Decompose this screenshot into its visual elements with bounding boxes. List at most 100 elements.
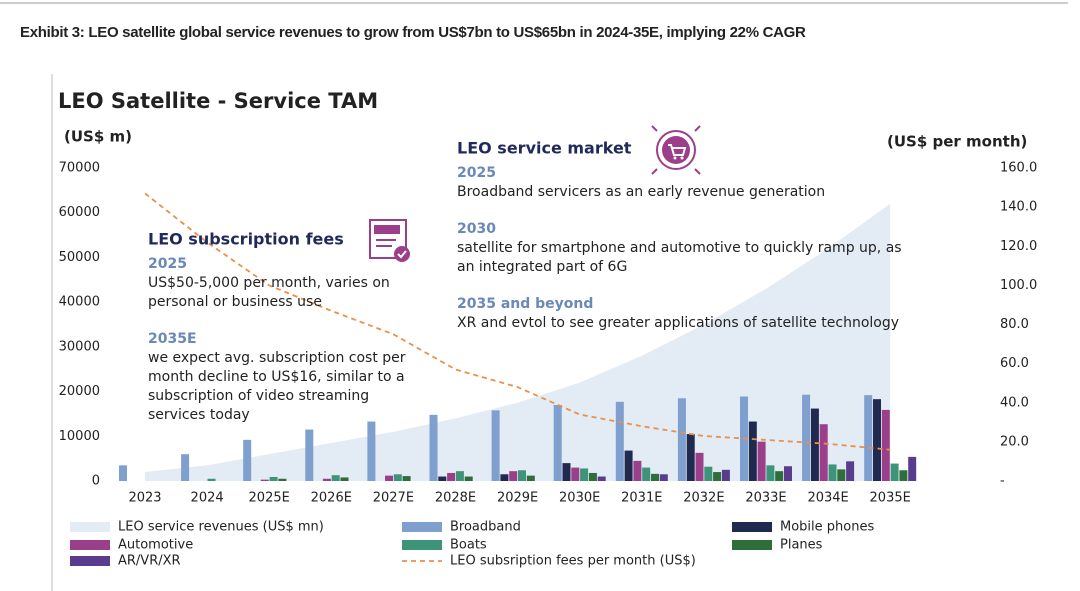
annotation-text: an integrated part of 6G — [457, 259, 627, 275]
annotation-text: subscription of video streaming — [148, 388, 369, 404]
bar — [402, 476, 411, 481]
bar — [455, 471, 464, 481]
bar — [269, 476, 278, 481]
x-tick-label: 2023 — [128, 491, 161, 506]
bar — [509, 471, 518, 481]
annotation-year: 2025 — [457, 165, 496, 181]
bar — [500, 474, 509, 481]
bar — [243, 439, 252, 481]
bar — [367, 421, 376, 481]
x-tick-label: 2035E — [870, 491, 911, 506]
bar — [305, 429, 314, 481]
bar — [278, 478, 287, 481]
bar — [810, 408, 819, 481]
bar — [385, 475, 393, 481]
bar — [526, 475, 535, 481]
annotation-year: 2035 and beyond — [457, 296, 593, 312]
bar — [837, 469, 846, 481]
y-tick-label: 70000 — [59, 161, 100, 176]
bar — [642, 467, 651, 481]
bar — [633, 460, 642, 481]
y2-tick-label: 100.0 — [1000, 278, 1037, 293]
bar — [704, 466, 713, 481]
y-tick-label: 60000 — [59, 205, 100, 220]
y2-tick-label: 60.0 — [1000, 356, 1029, 371]
legend-swatch — [70, 556, 110, 566]
annotation-year: 2030 — [457, 221, 496, 237]
annotation-text: services today — [148, 407, 250, 423]
annotation-heading: LEO service market — [457, 139, 632, 158]
legend-label: Automotive — [118, 538, 193, 553]
legend-swatch — [732, 540, 772, 550]
bar — [615, 401, 624, 481]
x-tick-label: 2034E — [807, 491, 848, 506]
bar — [721, 469, 730, 481]
bar — [908, 456, 917, 481]
legend-label: Mobile phones — [780, 520, 874, 535]
annotation-text: XR and evtol to see greater applications… — [457, 315, 899, 331]
legend-label: Boats — [450, 538, 487, 553]
bar — [438, 476, 447, 481]
y2-tick-label: 40.0 — [1000, 395, 1029, 410]
bar — [864, 395, 873, 481]
bar — [784, 466, 792, 481]
bar — [659, 474, 668, 481]
bar — [828, 464, 837, 481]
y-axis-label: (US$ m) — [64, 128, 132, 146]
bar — [553, 404, 562, 481]
y2-axis-label: (US$ per month) — [887, 133, 1027, 151]
bar — [588, 472, 597, 481]
plot: 0 10000 20000 30000 40000 50000 60000 70000 - 20.… — [59, 161, 1038, 506]
bar — [802, 394, 811, 481]
bar — [695, 452, 704, 481]
x-tick-label: 2033E — [745, 491, 786, 506]
x-tick-label: 2032E — [683, 491, 724, 506]
y2-tick-label: 140.0 — [1000, 200, 1037, 215]
bar — [766, 465, 775, 481]
bar — [757, 441, 766, 481]
legend: LEO service revenues (US$ mn) Broadband Mo… — [70, 520, 874, 569]
bar — [624, 450, 633, 481]
bar — [429, 414, 438, 481]
line — [144, 192, 891, 451]
annotation-text: Broadband servicers as an early revenue … — [457, 184, 825, 200]
x-tick-label: 2026E — [311, 491, 352, 506]
legend-label: Broadband — [450, 520, 521, 535]
bar — [518, 470, 526, 481]
y-tick-label: 30000 — [59, 339, 100, 354]
legend-swatch — [732, 522, 772, 532]
bar — [713, 472, 722, 481]
chart-title: LEO Satellite - Service TAM — [58, 89, 378, 113]
legend-label: AR/VR/XR — [118, 554, 181, 569]
bar — [651, 473, 659, 481]
y2-tick-label: 80.0 — [1000, 317, 1029, 332]
legend-label: LEO service revenues (US$ mn) — [118, 520, 324, 535]
bar — [340, 477, 349, 481]
x-tick-label: 2031E — [621, 491, 662, 506]
x-tick-label: 2027E — [373, 491, 414, 506]
bar — [686, 434, 695, 481]
y-tick-label: 50000 — [59, 250, 100, 265]
y-tick-label: 10000 — [59, 429, 100, 444]
bar — [464, 476, 473, 481]
y-tick-label: 20000 — [59, 384, 100, 399]
bar — [181, 454, 190, 481]
legend-swatch — [402, 540, 442, 550]
bar — [260, 479, 269, 481]
bar — [899, 470, 908, 481]
x-tick-label: 2024 — [191, 491, 224, 506]
y2-tick-label: 20.0 — [1000, 434, 1029, 449]
cart-icon — [651, 125, 701, 175]
legend-label: Planes — [780, 538, 823, 553]
x-tick-label: 2028E — [435, 491, 476, 506]
y-tick-label: 0 — [92, 474, 100, 489]
bar — [322, 478, 331, 481]
bar — [331, 475, 340, 481]
bar — [571, 467, 580, 481]
annotation-text: US$50-5,000 per month, varies on — [148, 275, 390, 291]
bar — [881, 409, 890, 481]
annotation-year: 2025 — [148, 256, 187, 272]
bar — [447, 472, 456, 481]
y2-tick-label: 160.0 — [1000, 161, 1037, 176]
